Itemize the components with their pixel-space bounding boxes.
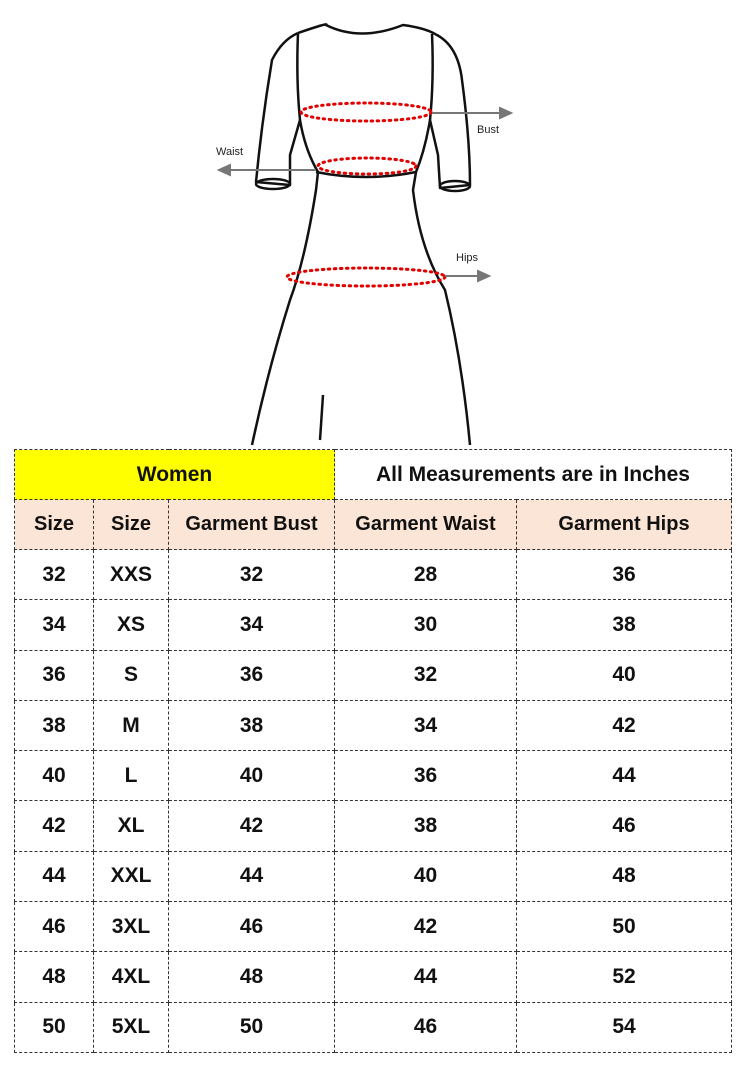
dress-measurement-diagram xyxy=(216,23,514,446)
table-cell: 36 xyxy=(168,649,335,701)
column-header: Garment Bust xyxy=(168,499,335,550)
bust-measure-line xyxy=(299,101,433,123)
table-cell: 52 xyxy=(516,951,732,1003)
sleeve-right xyxy=(428,33,434,121)
units-note: All Measurements are in Inches xyxy=(334,449,732,500)
table-cell: 38 xyxy=(516,599,732,651)
table-row: 36 S 36 32 40 xyxy=(14,649,732,701)
table-cell: 42 xyxy=(14,800,94,852)
table-cell: 44 xyxy=(516,750,732,802)
table-row: 48 4XL 48 44 52 xyxy=(14,951,732,1003)
column-header: Size xyxy=(93,499,169,550)
table-cell: 46 xyxy=(168,901,335,953)
table-cell: 48 xyxy=(168,951,335,1003)
table-cell: 38 xyxy=(14,699,94,752)
table-row: 34 XS 34 30 38 xyxy=(14,599,732,651)
table-cell: 54 xyxy=(516,1001,732,1053)
table-cell: XS xyxy=(93,599,169,651)
waist-label: Waist xyxy=(216,146,244,158)
table-cell: 42 xyxy=(334,901,517,953)
column-header: Size xyxy=(14,499,94,550)
column-header: Garment Hips xyxy=(516,499,732,550)
table-cell: 28 xyxy=(334,548,517,601)
table-cell: 46 xyxy=(516,800,732,852)
waist-measure-line xyxy=(316,156,418,176)
table-cell: 32 xyxy=(334,649,517,701)
table-cell: 36 xyxy=(334,750,517,802)
table-cell: 44 xyxy=(168,850,335,903)
table-cell: M xyxy=(93,699,169,752)
table-cell: 36 xyxy=(516,548,732,601)
table-cell: 34 xyxy=(14,599,94,651)
table-cell: 44 xyxy=(14,850,94,903)
center-fold xyxy=(318,394,325,441)
women-title: Women xyxy=(14,449,335,500)
table-cell: 44 xyxy=(334,951,517,1003)
table-cell: 42 xyxy=(168,800,335,852)
size-chart-table: Women All Measurements are in Inches Siz… xyxy=(14,449,732,1053)
table-cell: 50 xyxy=(168,1001,335,1053)
table-cell: 5XL xyxy=(93,1001,169,1053)
table-row: 46 3XL 46 42 50 xyxy=(14,901,732,953)
dress-outline-right xyxy=(411,32,472,446)
table-row: 38 M 38 34 42 xyxy=(14,699,732,752)
table-cell: 40 xyxy=(516,649,732,701)
table-cell: 48 xyxy=(516,850,732,903)
waist-seam xyxy=(315,170,417,179)
table-row: 32 XXS 32 28 36 xyxy=(14,548,732,601)
table-cell: S xyxy=(93,649,169,701)
table-row: 50 5XL 50 46 54 xyxy=(14,1001,732,1053)
table-row: 40 L 40 36 44 xyxy=(14,750,732,802)
table-cell: XXL xyxy=(93,850,169,903)
table-cell: 36 xyxy=(14,649,94,701)
table-cell: 32 xyxy=(14,548,94,601)
table-cell: 40 xyxy=(168,750,335,802)
dress-outline-left xyxy=(250,31,320,446)
sleeve-left xyxy=(296,32,302,121)
dress-neckline xyxy=(297,23,436,36)
table-cell: 38 xyxy=(168,699,335,752)
table-cell: 40 xyxy=(334,850,517,903)
table-cell: 4XL xyxy=(93,951,169,1003)
table-cell: 42 xyxy=(516,699,732,752)
table-cell: 38 xyxy=(334,800,517,852)
table-cell: XXS xyxy=(93,548,169,601)
bust-label: Bust xyxy=(477,124,500,136)
table-cell: 46 xyxy=(14,901,94,953)
table-cell: 46 xyxy=(334,1001,517,1053)
table-cell: 48 xyxy=(14,951,94,1003)
table-cell: 30 xyxy=(334,599,517,651)
table-cell: L xyxy=(93,750,169,802)
column-header: Garment Waist xyxy=(334,499,517,550)
table-cell: 34 xyxy=(168,599,335,651)
table-cell: 34 xyxy=(334,699,517,752)
table-row: 44 XXL 44 40 48 xyxy=(14,850,732,903)
table-row: 42 XL 42 38 46 xyxy=(14,800,732,852)
table-cell: 40 xyxy=(14,750,94,802)
hips-measure-line xyxy=(285,266,447,288)
table-cell: 3XL xyxy=(93,901,169,953)
hips-label: Hips xyxy=(456,252,479,264)
table-cell: 32 xyxy=(168,548,335,601)
table-cell: XL xyxy=(93,800,169,852)
table-cell: 50 xyxy=(14,1001,94,1053)
table-cell: 50 xyxy=(516,901,732,953)
